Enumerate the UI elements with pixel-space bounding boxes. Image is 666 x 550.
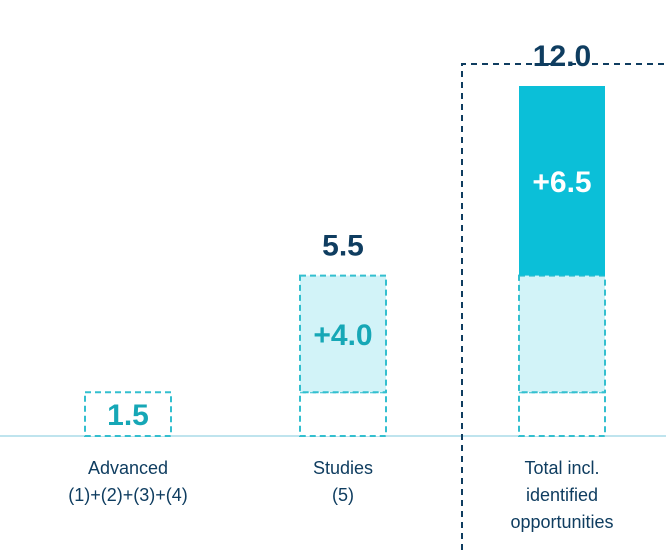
total-divider-frame	[461, 63, 666, 550]
bar-2-increment-label: +6.5	[532, 166, 591, 199]
bar-0-value-label: 1.5	[107, 399, 149, 432]
bar-2-segment-0	[518, 391, 606, 437]
category-label-2-line-1: Total incl.	[524, 458, 599, 478]
bar-1-increment-label: +4.0	[313, 319, 372, 352]
bar-2-total-label: 12.0	[533, 40, 591, 73]
category-label-0-line-2: (1)+(2)+(3)+(4)	[68, 485, 188, 505]
bar-2-segment-2	[519, 86, 605, 276]
bar-1-total-label: 5.5	[322, 230, 364, 263]
category-label-1-line-2: (5)	[332, 485, 354, 505]
bar-0-segment-0	[84, 391, 172, 437]
category-label-1-line-1: Studies	[313, 458, 373, 478]
category-label-0-line-1: Advanced	[88, 458, 168, 478]
bar-1-segment-1	[299, 274, 387, 394]
bar-2-segment-1	[518, 274, 606, 394]
category-label-2-line-2: identified	[526, 485, 598, 505]
category-label-2-line-3: opportunities	[510, 512, 613, 532]
bar-1-segment-0	[299, 391, 387, 437]
